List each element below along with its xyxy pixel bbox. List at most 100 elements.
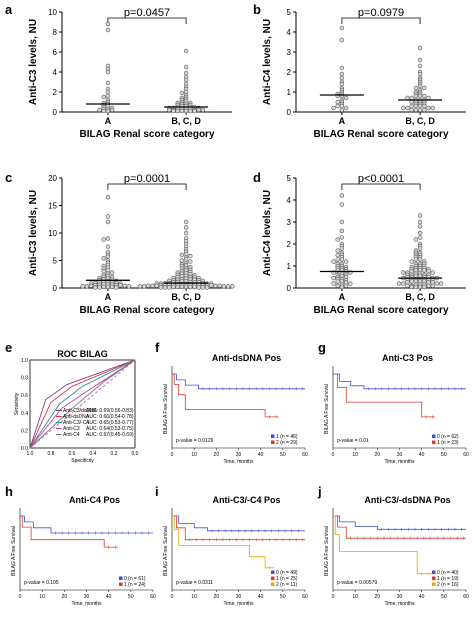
legend-swatch bbox=[432, 582, 436, 586]
data-point bbox=[335, 257, 340, 262]
data-point bbox=[101, 94, 106, 100]
km-panel-f: f Anti-dsDNA Pos 0 10 20 30 40 50 60 Time, months… bbox=[155, 340, 308, 465]
legend-label: 0 (n = 49) bbox=[276, 570, 298, 576]
y-tick-label: 0.4 bbox=[21, 411, 28, 417]
x-axis-label: BILAG Renal score category bbox=[79, 305, 214, 316]
data-point bbox=[422, 268, 427, 273]
legend-swatch bbox=[271, 576, 275, 580]
data-point bbox=[426, 283, 431, 288]
data-point bbox=[405, 283, 410, 288]
y-tick-label: 0.6 bbox=[21, 393, 28, 399]
data-point bbox=[417, 257, 423, 262]
x-tick-label: 60 bbox=[150, 594, 156, 600]
roc-panel-e: e ROC BILAG 1.0 0.8 0.6 0.4 0.2 0.0 0.0 0.2 0.4 0.6… bbox=[5, 340, 139, 464]
x-tick-label: 50 bbox=[280, 452, 286, 458]
data-point bbox=[339, 202, 345, 207]
chart-title: Anti-C4 Pos bbox=[69, 495, 120, 505]
legend-label: Anti-C4 bbox=[63, 432, 80, 438]
data-point bbox=[183, 225, 189, 230]
data-point bbox=[179, 252, 185, 258]
data-point bbox=[409, 99, 414, 105]
data-point bbox=[417, 63, 423, 69]
pvalue-label: p-value = 0.00579 bbox=[337, 580, 377, 586]
legend-label: 1 (n = 24) bbox=[124, 582, 146, 588]
panel-letter: b bbox=[253, 2, 261, 17]
data-point bbox=[118, 283, 123, 288]
x-tick-label: 60 bbox=[302, 452, 308, 458]
data-point bbox=[335, 237, 340, 242]
legend-label: Anti-C3/dsDNA bbox=[63, 408, 98, 414]
data-point bbox=[438, 281, 444, 286]
data-point bbox=[405, 105, 410, 111]
data-point bbox=[141, 284, 147, 289]
legend-auc: AUC: 0.66(0.54-0.78) bbox=[86, 414, 134, 420]
category-label: B, C, D bbox=[171, 116, 201, 126]
data-point bbox=[213, 283, 218, 288]
x-tick-label: 0 bbox=[171, 452, 174, 458]
data-point bbox=[339, 284, 345, 290]
y-tick-label: 10 bbox=[48, 229, 57, 238]
category-label: B, C, D bbox=[171, 292, 201, 302]
data-point bbox=[422, 93, 427, 99]
legend-label: 2 (n = 16) bbox=[437, 582, 459, 588]
survival-curve bbox=[333, 515, 466, 530]
y-axis-label: Anti-C4 levels, NU bbox=[262, 190, 273, 276]
data-point bbox=[105, 93, 111, 99]
x-tick-label: 0.2 bbox=[111, 451, 118, 457]
data-point bbox=[422, 107, 427, 113]
data-point bbox=[339, 75, 345, 81]
data-point bbox=[343, 259, 349, 264]
x-tick-label: 50 bbox=[441, 594, 447, 600]
data-point bbox=[97, 285, 102, 290]
legend-label: 1 (n = 23) bbox=[437, 440, 459, 446]
data-point bbox=[409, 284, 414, 290]
data-point bbox=[339, 219, 345, 225]
survival-curve bbox=[172, 373, 279, 418]
data-point bbox=[430, 270, 435, 275]
x-tick-label: 20 bbox=[375, 452, 381, 458]
data-point bbox=[417, 213, 423, 218]
data-point bbox=[183, 64, 189, 70]
data-point bbox=[217, 283, 222, 288]
data-point bbox=[105, 80, 111, 86]
data-point bbox=[339, 235, 345, 240]
data-point bbox=[335, 252, 340, 258]
data-point bbox=[430, 105, 435, 111]
x-tick-label: 50 bbox=[441, 452, 447, 458]
x-tick-label: 20 bbox=[214, 594, 220, 600]
x-tick-label: 60 bbox=[302, 594, 308, 600]
data-point bbox=[417, 57, 423, 63]
data-point bbox=[413, 284, 419, 290]
data-point bbox=[413, 85, 419, 91]
legend-auc: AUC: 0.69(0.56-0.83) bbox=[86, 408, 134, 414]
y-tick-label: 6 bbox=[53, 48, 58, 57]
x-axis-label: Specificity bbox=[71, 458, 94, 464]
legend-label: 0 (n = 61) bbox=[124, 576, 146, 582]
data-point bbox=[188, 108, 193, 114]
panel-letter: f bbox=[155, 340, 160, 355]
data-point bbox=[339, 257, 345, 262]
data-point bbox=[105, 27, 111, 33]
data-point bbox=[109, 284, 115, 290]
category-label: A bbox=[105, 292, 112, 302]
data-point bbox=[348, 281, 353, 286]
plot-frame bbox=[29, 359, 136, 449]
pvalue-label: p=0.0001 bbox=[124, 173, 170, 185]
y-tick-label: 5 bbox=[53, 257, 58, 266]
x-axis-label: Time, months bbox=[223, 459, 254, 465]
y-tick-label: 8 bbox=[53, 28, 58, 37]
y-axis-label: Sensitivity bbox=[14, 392, 20, 415]
y-axis-label: Anti-C3 levels, NU bbox=[28, 190, 39, 276]
data-point bbox=[422, 85, 427, 91]
y-tick-label: 3 bbox=[287, 218, 292, 227]
data-point bbox=[339, 81, 345, 87]
y-tick-label: 4 bbox=[287, 28, 292, 37]
data-point bbox=[413, 107, 419, 113]
data-point bbox=[101, 108, 106, 114]
chart-title: Anti-C3/-C4 Pos bbox=[212, 495, 280, 505]
data-point bbox=[167, 107, 172, 113]
y-tick-label: 1 bbox=[287, 88, 292, 97]
data-point bbox=[335, 248, 340, 253]
data-point bbox=[105, 244, 111, 249]
